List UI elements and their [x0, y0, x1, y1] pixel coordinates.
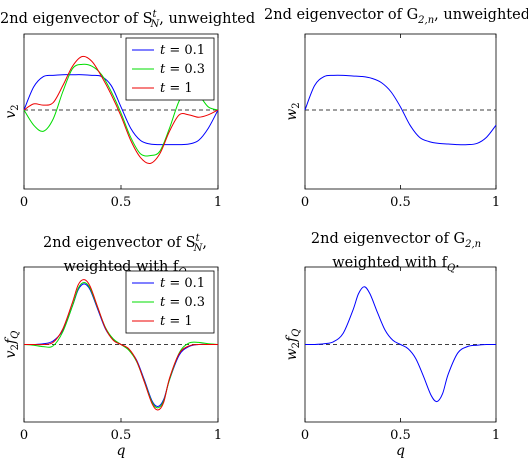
series-line	[304, 74, 497, 146]
x-tick-label: 0.5	[390, 195, 411, 210]
x-tick-label: 1	[492, 195, 500, 210]
chart-panel-top-right: 2nd eigenvector of G2,n, unweighted. 0 0.…	[264, 0, 528, 235]
x-tick-label: 1	[492, 428, 500, 443]
y-axis-label: v2fQ	[3, 331, 21, 359]
y-axis-label: w2	[284, 102, 302, 120]
chart-title: 2nd eigenvector of G2,n, unweighted.	[264, 7, 528, 26]
x-tick-label: 0.5	[111, 428, 132, 443]
legend-entry: t = 1	[160, 81, 193, 96]
chart-plot-bottom-right: 0 0.5 1 q w2fQ	[284, 266, 500, 459]
legend-entry: t = 0.3	[160, 62, 205, 77]
legend: t = 0.1 t = 0.3 t = 1	[125, 37, 215, 101]
chart-panel-top-left: 2nd eigenvector of StN, unweighted 0 0.5 1…	[0, 0, 264, 235]
x-tick-label: 0	[20, 428, 28, 443]
legend-entry: t = 0.1	[160, 276, 205, 291]
x-tick-label: 0.5	[390, 428, 411, 443]
x-axis-label: q	[396, 443, 405, 459]
x-tick-label: 0	[301, 195, 309, 210]
chart-panel-bottom-left: 2nd eigenvector of StN, weighted with fQ…	[0, 233, 264, 471]
y-axis-label: v2	[3, 104, 21, 118]
plot-frame	[304, 33, 497, 190]
x-tick-label: 0.5	[111, 195, 132, 210]
y-axis-label: w2fQ	[284, 329, 302, 361]
series-line	[304, 286, 497, 403]
chart-plot-top-right: 0 0.5 1 w2	[284, 33, 500, 210]
series-line	[23, 55, 219, 165]
legend-entry: t = 1	[160, 314, 193, 329]
series-line	[23, 279, 218, 411]
chart-title: 2nd eigenvector of StN, unweighted	[0, 9, 256, 30]
series-line	[23, 74, 219, 146]
legend-entry: t = 0.3	[160, 295, 205, 310]
x-axis-label: q	[117, 443, 126, 459]
x-tick-label: 1	[214, 195, 222, 210]
chart-plot-bottom-left: 0 0.5 1 q v2fQ t = 0.1 t = 0.3 t = 1	[3, 266, 222, 459]
legend: t = 0.1 t = 0.3 t = 1	[125, 270, 215, 334]
chart-plot-top-left: 0 0.5 1 v2 t = 0.1 t = 0.3 t = 1	[3, 33, 222, 210]
x-tick-label: 0	[20, 195, 28, 210]
x-tick-label: 0	[301, 428, 309, 443]
chart-panel-bottom-right: 2nd eigenvector of G2,n weighted with fQ…	[264, 231, 528, 471]
legend-entry: t = 0.1	[160, 43, 205, 58]
x-tick-label: 1	[214, 428, 222, 443]
